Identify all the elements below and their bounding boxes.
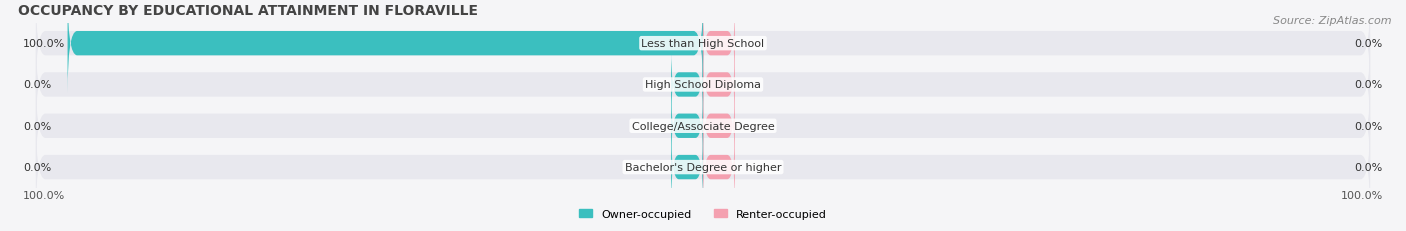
FancyBboxPatch shape (671, 130, 703, 205)
FancyBboxPatch shape (703, 48, 735, 122)
FancyBboxPatch shape (35, 36, 1371, 135)
FancyBboxPatch shape (671, 48, 703, 122)
Text: 0.0%: 0.0% (24, 121, 52, 131)
FancyBboxPatch shape (35, 118, 1371, 217)
Text: 0.0%: 0.0% (1354, 80, 1382, 90)
FancyBboxPatch shape (703, 130, 735, 205)
Text: Less than High School: Less than High School (641, 39, 765, 49)
FancyBboxPatch shape (35, 77, 1371, 176)
Text: 0.0%: 0.0% (1354, 39, 1382, 49)
Text: OCCUPANCY BY EDUCATIONAL ATTAINMENT IN FLORAVILLE: OCCUPANCY BY EDUCATIONAL ATTAINMENT IN F… (18, 4, 478, 18)
FancyBboxPatch shape (35, 0, 1371, 94)
Text: 100.0%: 100.0% (24, 190, 66, 200)
Text: 0.0%: 0.0% (24, 80, 52, 90)
Text: 100.0%: 100.0% (24, 39, 66, 49)
FancyBboxPatch shape (703, 7, 735, 81)
Text: 0.0%: 0.0% (1354, 162, 1382, 172)
Text: High School Diploma: High School Diploma (645, 80, 761, 90)
Text: 100.0%: 100.0% (1340, 190, 1382, 200)
Legend: Owner-occupied, Renter-occupied: Owner-occupied, Renter-occupied (575, 205, 831, 224)
Text: Source: ZipAtlas.com: Source: ZipAtlas.com (1274, 16, 1392, 26)
FancyBboxPatch shape (703, 89, 735, 164)
Text: 0.0%: 0.0% (1354, 121, 1382, 131)
Text: Bachelor's Degree or higher: Bachelor's Degree or higher (624, 162, 782, 172)
Text: 0.0%: 0.0% (24, 162, 52, 172)
FancyBboxPatch shape (67, 0, 703, 94)
FancyBboxPatch shape (671, 89, 703, 164)
Text: College/Associate Degree: College/Associate Degree (631, 121, 775, 131)
